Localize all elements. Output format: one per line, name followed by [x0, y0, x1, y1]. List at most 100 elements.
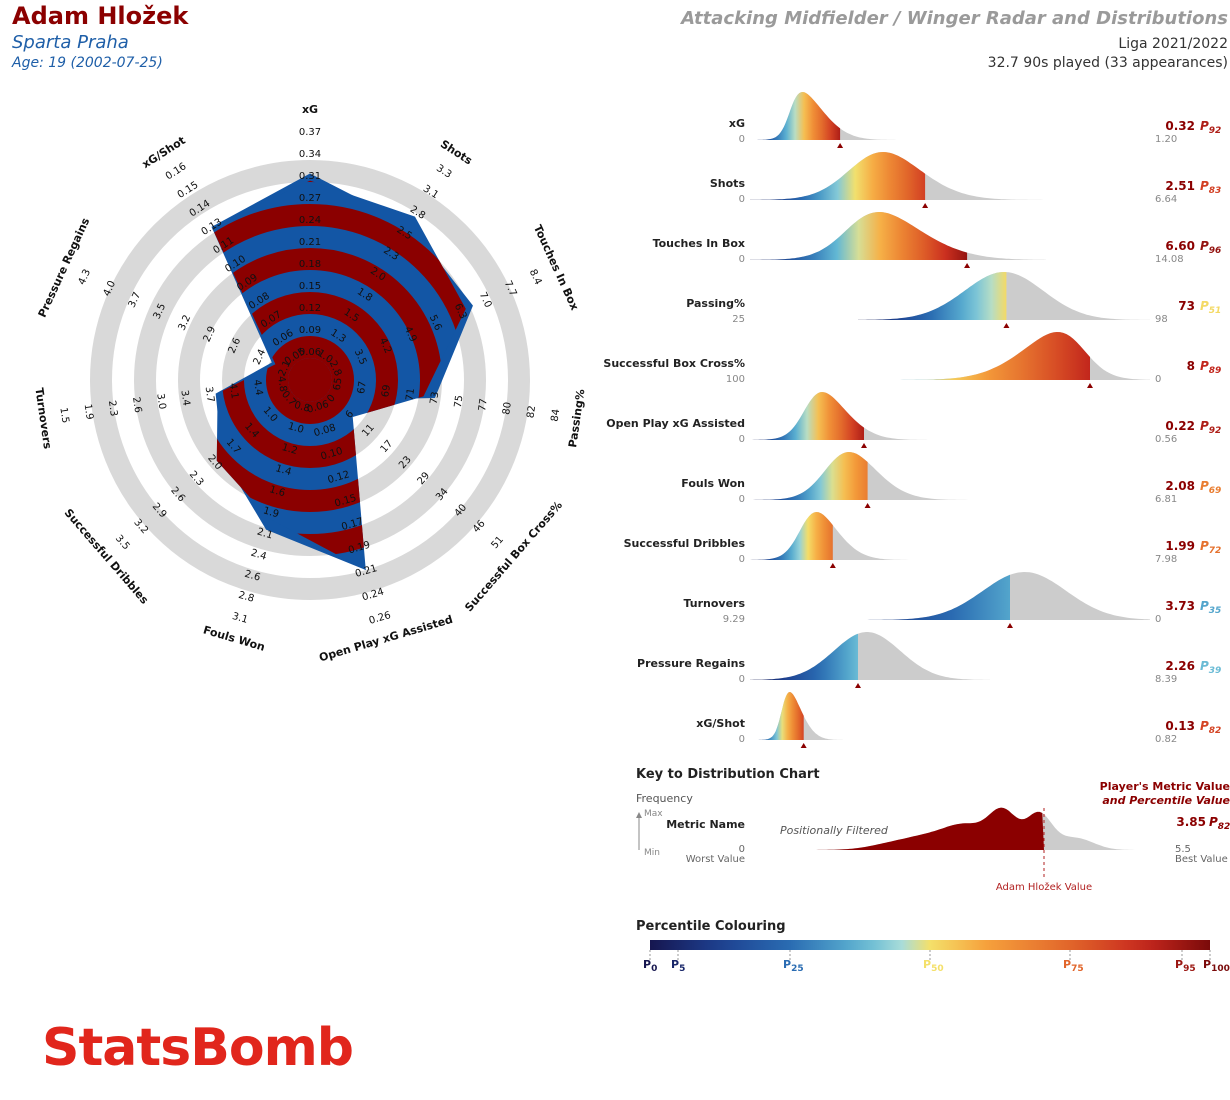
metric-right-value: 14.08	[1155, 254, 1184, 265]
metric-right-value: 6.81	[1155, 494, 1177, 505]
radar-tick-label: 0.37	[299, 127, 321, 138]
radar-tick-label: 0.12	[299, 303, 321, 314]
key-min-label: Min	[644, 848, 660, 858]
distribution-area	[750, 392, 990, 440]
metric-percentile: P39	[1200, 659, 1221, 676]
radar-tick-label: 0.34	[299, 149, 321, 160]
distribution-percentile-area	[750, 212, 968, 260]
metric-percentile: P92	[1200, 419, 1221, 436]
key-worst-value-number: 0	[739, 844, 745, 855]
distribution-percentile-area	[750, 633, 858, 680]
distribution-percentile-area	[750, 692, 804, 740]
metric-right-value: 0	[1155, 374, 1161, 385]
radar-tick-label: 65	[332, 377, 345, 391]
radar-tick-label: 1.0	[287, 421, 305, 436]
radar-tick-label: 2.6	[130, 396, 143, 413]
distribution-area	[750, 452, 1086, 500]
player-value-marker	[1003, 323, 1010, 328]
metric-right-value: 1.20	[1155, 134, 1177, 145]
radar-tick-label: 0.21	[299, 237, 321, 248]
player-value-marker	[1087, 383, 1093, 388]
percentile-tick-label: P100	[1203, 958, 1230, 974]
radar-tick-label: 75	[453, 394, 466, 408]
metric-name: xG	[729, 117, 745, 130]
metric-percentile: P83	[1200, 179, 1221, 196]
metric-percentile-value: 35	[1209, 606, 1222, 616]
radar-tick-label: 2.8	[237, 590, 255, 605]
metric-player-value: 0.13	[1165, 719, 1195, 733]
radar-tick-label: 2.1	[256, 526, 274, 541]
radar-tick-label: 0.8	[293, 400, 311, 415]
radar-tick-label: 67	[356, 380, 369, 394]
key-frequency-label: Frequency	[636, 792, 693, 805]
key-best-value-label: Best Value	[1175, 854, 1228, 865]
radar-tick-label: 3.7	[203, 386, 216, 403]
radar-tick-label: 0.09	[299, 325, 321, 336]
metric-percentile: P51	[1200, 299, 1221, 316]
report-title: Attacking Midfielder / Winger Radar and …	[681, 8, 1228, 29]
metric-percentile-value: 39	[1209, 666, 1222, 676]
player-value-marker	[922, 203, 929, 208]
radar-tick-label: 4.8	[275, 375, 288, 392]
player-value-marker	[864, 503, 871, 508]
distribution-percentile-area	[858, 272, 1007, 320]
metric-name: Successful Box Cross%	[603, 357, 745, 370]
percentile-tick-label: P75	[1063, 958, 1084, 974]
distribution-percentile-area	[814, 574, 1010, 620]
key-frequency-arrow	[636, 812, 642, 818]
radar-tick-label: 2.6	[243, 569, 261, 584]
radar-tick-label: 4.4	[251, 379, 264, 396]
metric-player-value: 73	[1178, 299, 1195, 313]
percentile-tick-label: P50	[923, 958, 944, 974]
player-value-marker	[800, 743, 807, 748]
metric-player-value: 0.22	[1165, 419, 1195, 433]
metric-name: Open Play xG Assisted	[606, 417, 745, 430]
radar-tick-label: 77	[477, 398, 490, 412]
percentile-colouring-title: Percentile Colouring	[636, 919, 786, 934]
distribution-percentile-area	[750, 512, 833, 560]
key-best-value-number: 5.5	[1175, 844, 1191, 855]
percentile-tick-label: P5	[671, 958, 685, 974]
metric-right-value: 0	[1155, 614, 1161, 625]
player-value-marker	[964, 263, 971, 268]
radar-tick-label: 3.0	[154, 393, 167, 410]
metric-percentile-value: 69	[1209, 486, 1222, 496]
metric-right-value: 0.56	[1155, 434, 1177, 445]
radar-tick-label: 1.5	[57, 407, 70, 424]
metric-left-value: 0	[739, 674, 745, 685]
metric-name: Successful Dribbles	[624, 537, 746, 550]
radar-tick-label: 1.2	[280, 442, 298, 457]
key-filtered-label: Positionally Filtered	[780, 824, 889, 837]
player-value-marker	[829, 563, 836, 568]
metric-right-value: 8.39	[1155, 674, 1177, 685]
player-ring	[266, 336, 354, 424]
percentile-tick-value: 0	[651, 964, 657, 974]
metric-right-value: 6.64	[1155, 194, 1177, 205]
radar-tick-label: 73	[429, 391, 442, 405]
radar-tick-label: 82	[525, 405, 538, 419]
distribution-area	[750, 632, 990, 680]
metric-left-value: 100	[726, 374, 745, 385]
metric-name: Touches In Box	[653, 237, 745, 250]
metric-player-value: 0.32	[1165, 119, 1195, 133]
distribution-percentile-area	[750, 92, 841, 140]
distribution-percentile-area	[750, 392, 864, 440]
metric-left-value: 0	[739, 254, 745, 265]
player-age: Age: 19 (2002-07-25)	[12, 55, 163, 71]
metric-percentile-value: 82	[1209, 726, 1222, 736]
metric-player-value: 1.99	[1165, 539, 1195, 553]
radar-tick-label: 0.15	[299, 281, 321, 292]
radar-tick-label: 1.6	[268, 484, 286, 499]
distribution-percentile-area	[750, 452, 868, 500]
radar-axis-label: xG	[302, 103, 318, 116]
metric-left-value: 0	[739, 494, 745, 505]
metric-percentile-value: 51	[1209, 306, 1222, 316]
metric-right-value: 7.98	[1155, 554, 1177, 565]
radar-tick-label: 0.31	[299, 171, 321, 182]
metric-percentile: P35	[1200, 599, 1221, 616]
distribution-area	[750, 692, 890, 740]
radar-tick-label: 84	[550, 408, 563, 422]
player-value-marker	[855, 683, 861, 688]
radar-tick-label: 0.24	[299, 215, 321, 226]
radar-tick-label: 3.1	[231, 611, 249, 626]
